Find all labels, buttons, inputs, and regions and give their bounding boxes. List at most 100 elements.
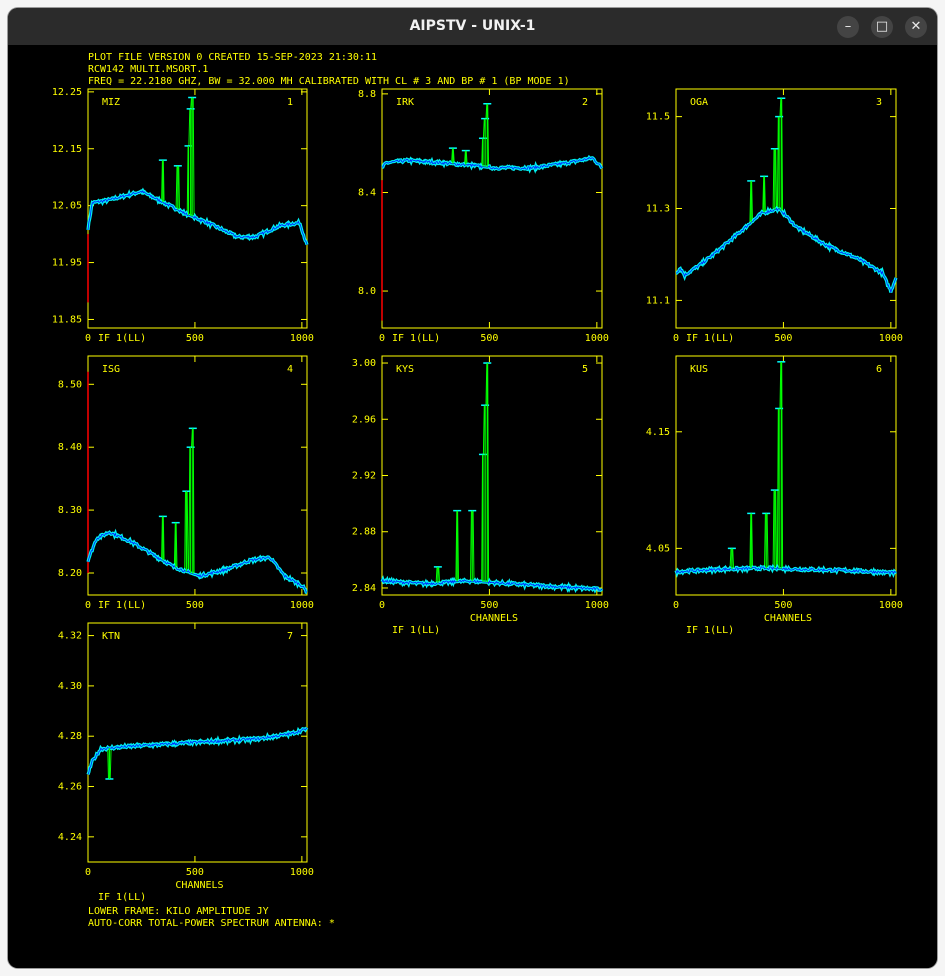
spectrum-panel: 8.0 8.4 8.8 0 500 1000 IRK 2 IF 1(LL) <box>358 88 609 344</box>
y-tick-label: 8.30 <box>58 505 82 516</box>
footer-line-1: LOWER FRAME: KILO AMPLITUDE JY <box>88 906 269 917</box>
panel-number: 1 <box>287 97 293 108</box>
spectrum-trace-core <box>381 156 603 171</box>
y-tick-label: 4.24 <box>58 832 82 843</box>
x-tick-label: 1000 <box>879 333 903 344</box>
spectrum-trace-core <box>381 578 603 591</box>
spectrum-panel: 4.05 4.15 0 500 1000 KUS 6 IF 1(LL) CHANNELS <box>646 355 903 636</box>
spectrum-trace-core <box>675 566 897 575</box>
spectrum-trace-core <box>87 727 308 775</box>
x-tick-label: 500 <box>774 333 792 344</box>
x-tick-label: 500 <box>480 600 498 611</box>
x-tick-label: 1000 <box>290 600 314 611</box>
y-tick-label: 8.8 <box>358 89 376 100</box>
panel-number: 6 <box>876 364 882 375</box>
y-tick-label: 4.05 <box>646 543 670 554</box>
spectrum-trace-core <box>675 207 897 293</box>
header-line-2: RCW142 MULTI.MSORT.1 <box>88 64 208 75</box>
antenna-label: KYS <box>396 364 414 375</box>
maximize-icon: □ <box>875 19 889 34</box>
aips-tv-window: AIPSTV - UNIX-1 – □ ✕ PLOT FILE VERSION … <box>8 8 937 968</box>
title-bar[interactable]: AIPSTV - UNIX-1 – □ ✕ <box>8 8 937 45</box>
y-tick-label: 8.50 <box>58 379 82 390</box>
x-tick-label: 0 <box>85 333 91 344</box>
if-label: IF 1(LL) <box>98 892 146 903</box>
y-tick-label: 12.15 <box>52 144 82 155</box>
spectrum-panel: 8.20 8.30 8.40 8.50 0 500 1000 ISG 4 IF 1(LL) <box>58 355 314 611</box>
x-tick-label: 0 <box>673 600 679 611</box>
y-tick-label: 4.28 <box>58 731 82 742</box>
x-tick-label: 1000 <box>585 600 609 611</box>
spectrum-panel: 11.1 11.3 11.5 0 500 1000 OGA 3 IF 1(LL) <box>646 88 903 344</box>
y-tick-label: 8.0 <box>358 286 376 297</box>
spectrum-trace-core <box>87 190 308 245</box>
panel-frame <box>87 88 308 329</box>
panel-number: 7 <box>287 631 293 642</box>
y-tick-label: 11.85 <box>52 314 82 325</box>
antenna-label: KTN <box>102 631 120 642</box>
y-tick-label: 4.15 <box>646 427 670 438</box>
panel-number: 3 <box>876 97 882 108</box>
y-tick-label: 4.30 <box>58 681 82 692</box>
antenna-label: IRK <box>396 97 414 108</box>
panel-number: 4 <box>287 364 293 375</box>
plot-canvas: PLOT FILE VERSION 0 CREATED 15-SEP-2023 … <box>8 45 937 968</box>
if-label: IF 1(LL) <box>98 600 146 611</box>
minimize-icon: – <box>844 19 852 34</box>
y-tick-label: 11.5 <box>646 112 670 123</box>
header-line-1: PLOT FILE VERSION 0 CREATED 15-SEP-2023 … <box>88 52 377 63</box>
y-tick-label: 11.1 <box>646 295 670 306</box>
y-tick-label: 8.4 <box>358 187 376 198</box>
y-tick-label: 12.25 <box>52 87 82 98</box>
x-tick-label: 1000 <box>585 333 609 344</box>
if-label: IF 1(LL) <box>98 333 146 344</box>
panel-number: 5 <box>582 364 588 375</box>
x-tick-label: 0 <box>85 600 91 611</box>
x-axis-label: CHANNELS <box>764 613 812 624</box>
y-tick-label: 4.26 <box>58 782 82 793</box>
y-tick-label: 8.20 <box>58 568 82 579</box>
x-tick-label: 1000 <box>290 333 314 344</box>
y-tick-label: 2.96 <box>352 414 376 425</box>
window-title: AIPSTV - UNIX-1 <box>409 18 536 34</box>
antenna-label: MIZ <box>102 97 120 108</box>
y-tick-label: 4.32 <box>58 631 82 642</box>
close-button[interactable]: ✕ <box>905 16 927 38</box>
if-label: IF 1(LL) <box>686 333 734 344</box>
panel-number: 2 <box>582 97 588 108</box>
y-tick-label: 11.95 <box>52 258 82 269</box>
y-tick-label: 3.00 <box>352 358 376 369</box>
footer-line-2: AUTO-CORR TOTAL-POWER SPECTRUM ANTENNA: … <box>88 918 335 929</box>
panel-frame <box>675 355 897 596</box>
maximize-button[interactable]: □ <box>871 16 893 38</box>
x-tick-label: 500 <box>480 333 498 344</box>
spectrum-panel: 4.24 4.26 4.28 4.30 4.32 0 500 1000 KTN 7 IF 1(LL)… <box>58 622 314 903</box>
spectrum-trace-core <box>87 531 307 593</box>
antenna-label: KUS <box>690 364 708 375</box>
panel-frame <box>87 622 308 863</box>
x-tick-label: 500 <box>186 867 204 878</box>
antenna-label: ISG <box>102 364 120 375</box>
antenna-label: OGA <box>690 97 708 108</box>
x-tick-label: 500 <box>186 333 204 344</box>
close-icon: ✕ <box>910 19 922 34</box>
x-tick-label: 1000 <box>290 867 314 878</box>
x-tick-label: 0 <box>673 333 679 344</box>
minimize-button[interactable]: – <box>837 16 859 38</box>
y-tick-label: 2.84 <box>352 583 376 594</box>
x-tick-label: 0 <box>85 867 91 878</box>
spectrum-panel: 2.84 2.88 2.92 2.96 3.00 0 500 1000 KYS 5 IF 1(LL)… <box>352 355 609 636</box>
y-tick-label: 12.05 <box>52 201 82 212</box>
spectrum-panel: 11.85 11.95 12.05 12.15 12.25 0 500 1000 MIZ 1 IF … <box>52 87 314 344</box>
x-tick-label: 0 <box>379 333 385 344</box>
if-label: IF 1(LL) <box>686 625 734 636</box>
y-tick-label: 2.88 <box>352 527 376 538</box>
y-tick-label: 2.92 <box>352 471 376 482</box>
x-axis-label: CHANNELS <box>175 880 223 891</box>
x-tick-label: 500 <box>774 600 792 611</box>
x-tick-label: 1000 <box>879 600 903 611</box>
header-line-3: FREQ = 22.2180 GHZ, BW = 32.000 MH CALIB… <box>88 76 570 87</box>
y-tick-label: 11.3 <box>646 204 670 215</box>
x-tick-label: 0 <box>379 600 385 611</box>
